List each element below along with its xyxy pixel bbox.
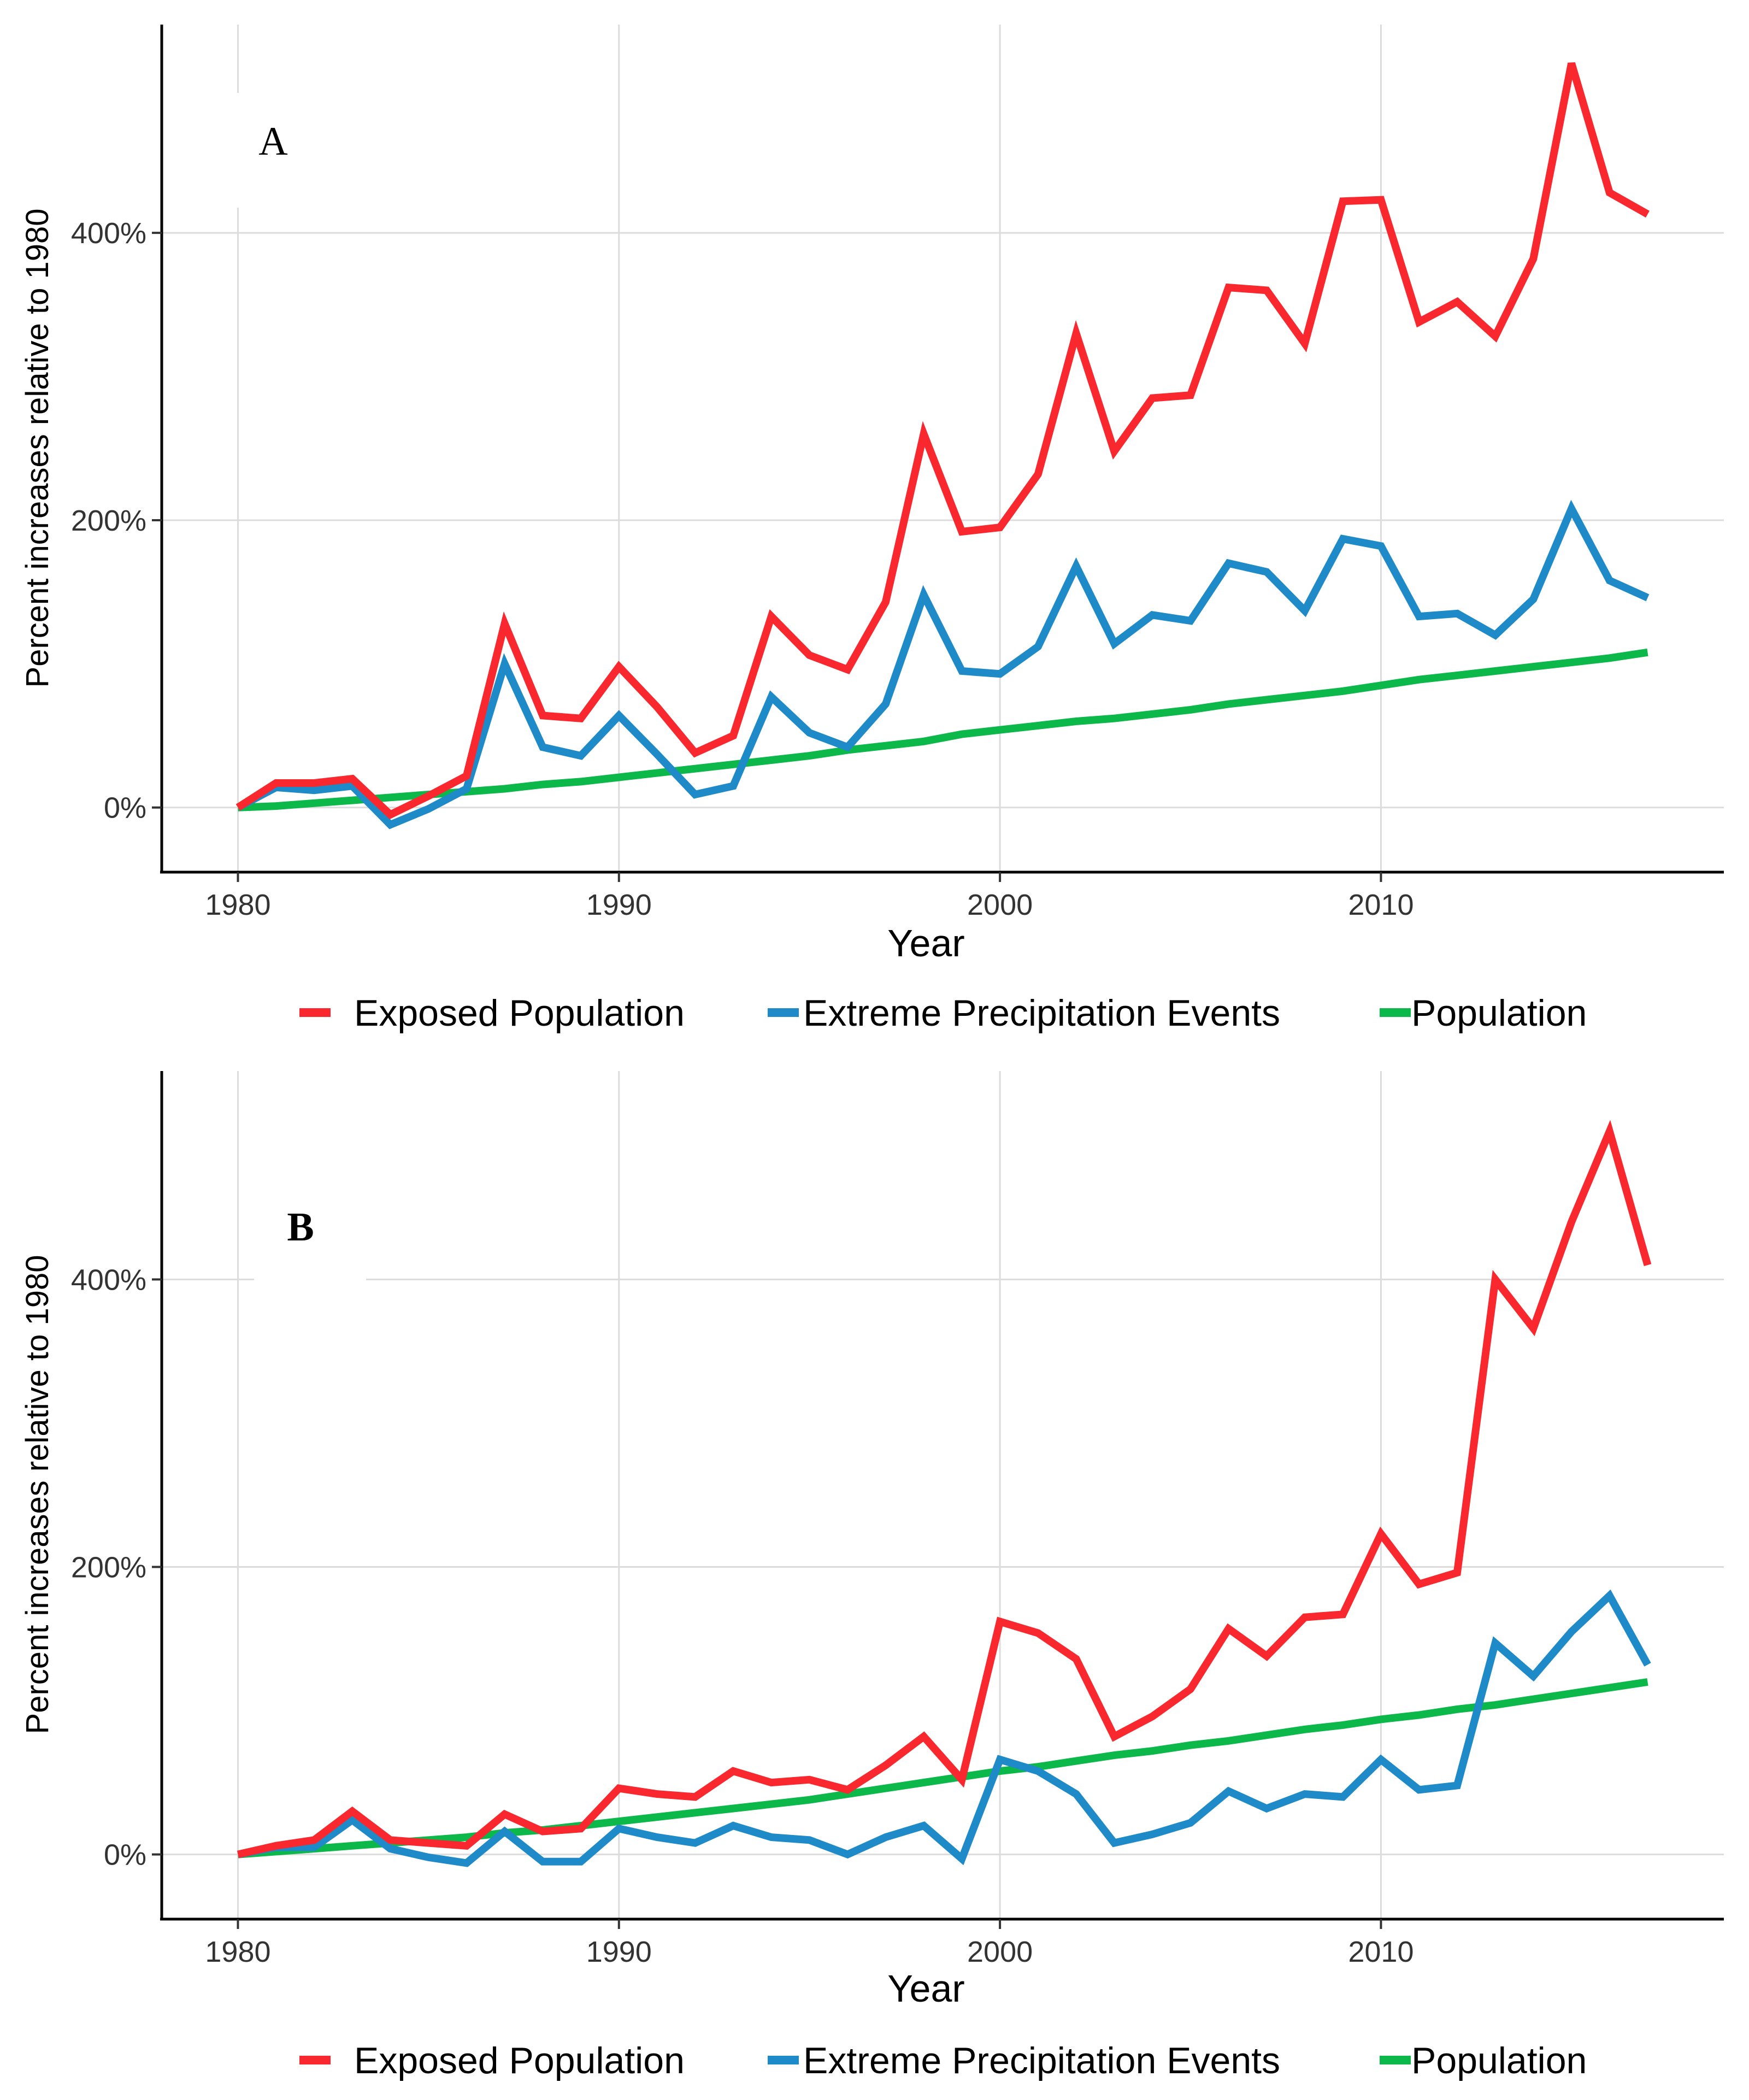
legend-label-extreme-precipitation-events: Extreme Precipitation Events: [803, 992, 1280, 1034]
x-tick-label: 1990: [586, 889, 652, 921]
series-line-population: [238, 648, 1648, 811]
panel-b-legend: Exposed Population Extreme Precipitation…: [299, 2040, 1587, 2081]
panel-b-x-title: Year: [887, 1967, 964, 2010]
panel-a-lines: [235, 62, 1650, 830]
series-line-exposed-population: [237, 1120, 1652, 1858]
panel-a-legend: Exposed Population Extreme Precipitation…: [299, 992, 1587, 1034]
legend-label-extreme-precipitation-events: Extreme Precipitation Events: [803, 2040, 1280, 2081]
panel-b-y-title: Percent increases relative to 1980: [20, 1255, 55, 1734]
panel-b-ticks: 1980 1990 2000 2010 0% 200% 400%: [71, 1263, 1414, 1968]
y-tick-label: 0%: [104, 1839, 146, 1872]
x-tick-label: 1980: [205, 1936, 270, 1968]
panel-b-label-box: [254, 1180, 366, 1290]
panel-a-letter: A: [258, 119, 287, 164]
legend-label-exposed-population: Exposed Population: [354, 2040, 685, 2081]
x-tick-label: 1980: [205, 889, 270, 921]
y-tick-label: 200%: [71, 504, 146, 537]
y-tick-label: 0%: [104, 792, 146, 825]
panel-b: B 1980 1990 2000 2010 0% 200% 400% Year Percen…: [20, 1071, 1724, 2081]
x-tick-label: 2000: [967, 889, 1033, 921]
y-tick-label: 400%: [71, 1263, 146, 1296]
panel-a-x-title: Year: [887, 922, 964, 964]
x-tick-label: 1990: [586, 1936, 652, 1968]
x-tick-label: 2010: [1348, 1936, 1414, 1968]
legend-label-population: Population: [1411, 992, 1587, 1034]
y-tick-label: 200%: [71, 1551, 146, 1584]
series-line-extreme-precipitation-events: [237, 1589, 1651, 1867]
legend-label-exposed-population: Exposed Population: [354, 992, 685, 1034]
legend-label-population: Population: [1411, 2040, 1587, 2081]
panel-a: A 1980 1990 2000 2010 0% 200% 400% Year Percen…: [20, 25, 1724, 1034]
panel-a-ticks: 1980 1990 2000 2010 0% 200% 400%: [71, 217, 1414, 921]
panel-b-lines: [237, 1120, 1652, 1867]
x-tick-label: 2010: [1348, 889, 1414, 921]
series-line-exposed-population: [235, 62, 1650, 820]
y-tick-label: 400%: [71, 217, 146, 250]
series-line-extreme-precipitation-events: [236, 499, 1650, 830]
panel-a-label-box: [234, 93, 332, 208]
panel-b-letter: B: [287, 1205, 314, 1250]
x-tick-label: 2000: [967, 1936, 1033, 1968]
panel-a-y-title: Percent increases relative to 1980: [20, 209, 55, 688]
